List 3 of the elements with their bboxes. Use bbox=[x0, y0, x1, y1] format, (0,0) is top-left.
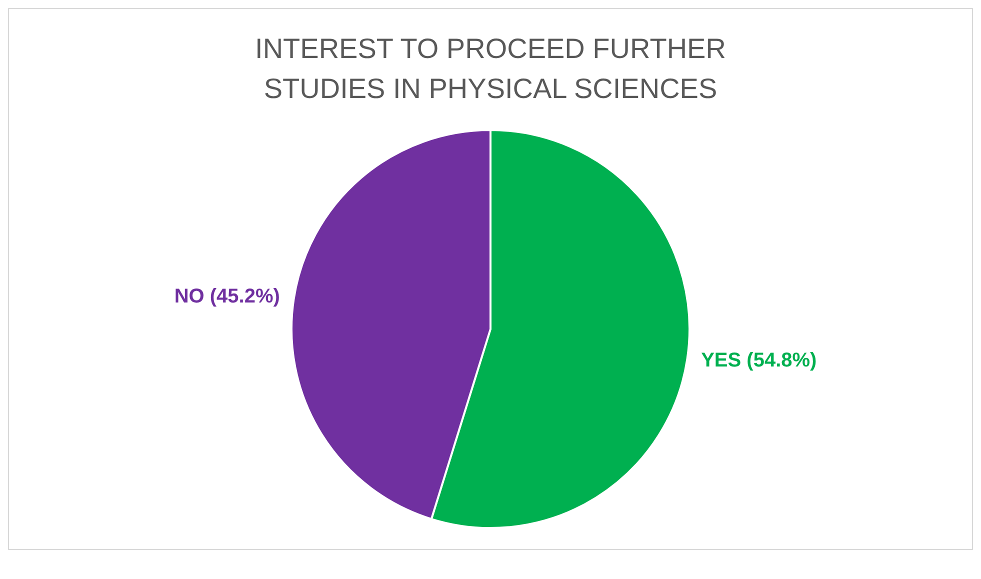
slice-label: NO (45.2%) bbox=[174, 286, 280, 308]
chart-title: INTEREST TO PROCEED FURTHER STUDIES IN PHYSICAL SCIENCES bbox=[254, 32, 727, 106]
slice-label: YES (54.8%) bbox=[701, 350, 817, 372]
